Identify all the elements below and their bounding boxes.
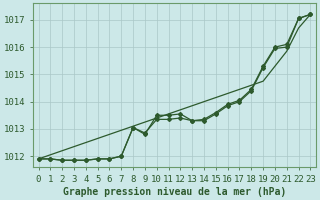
X-axis label: Graphe pression niveau de la mer (hPa): Graphe pression niveau de la mer (hPa) xyxy=(63,186,286,197)
